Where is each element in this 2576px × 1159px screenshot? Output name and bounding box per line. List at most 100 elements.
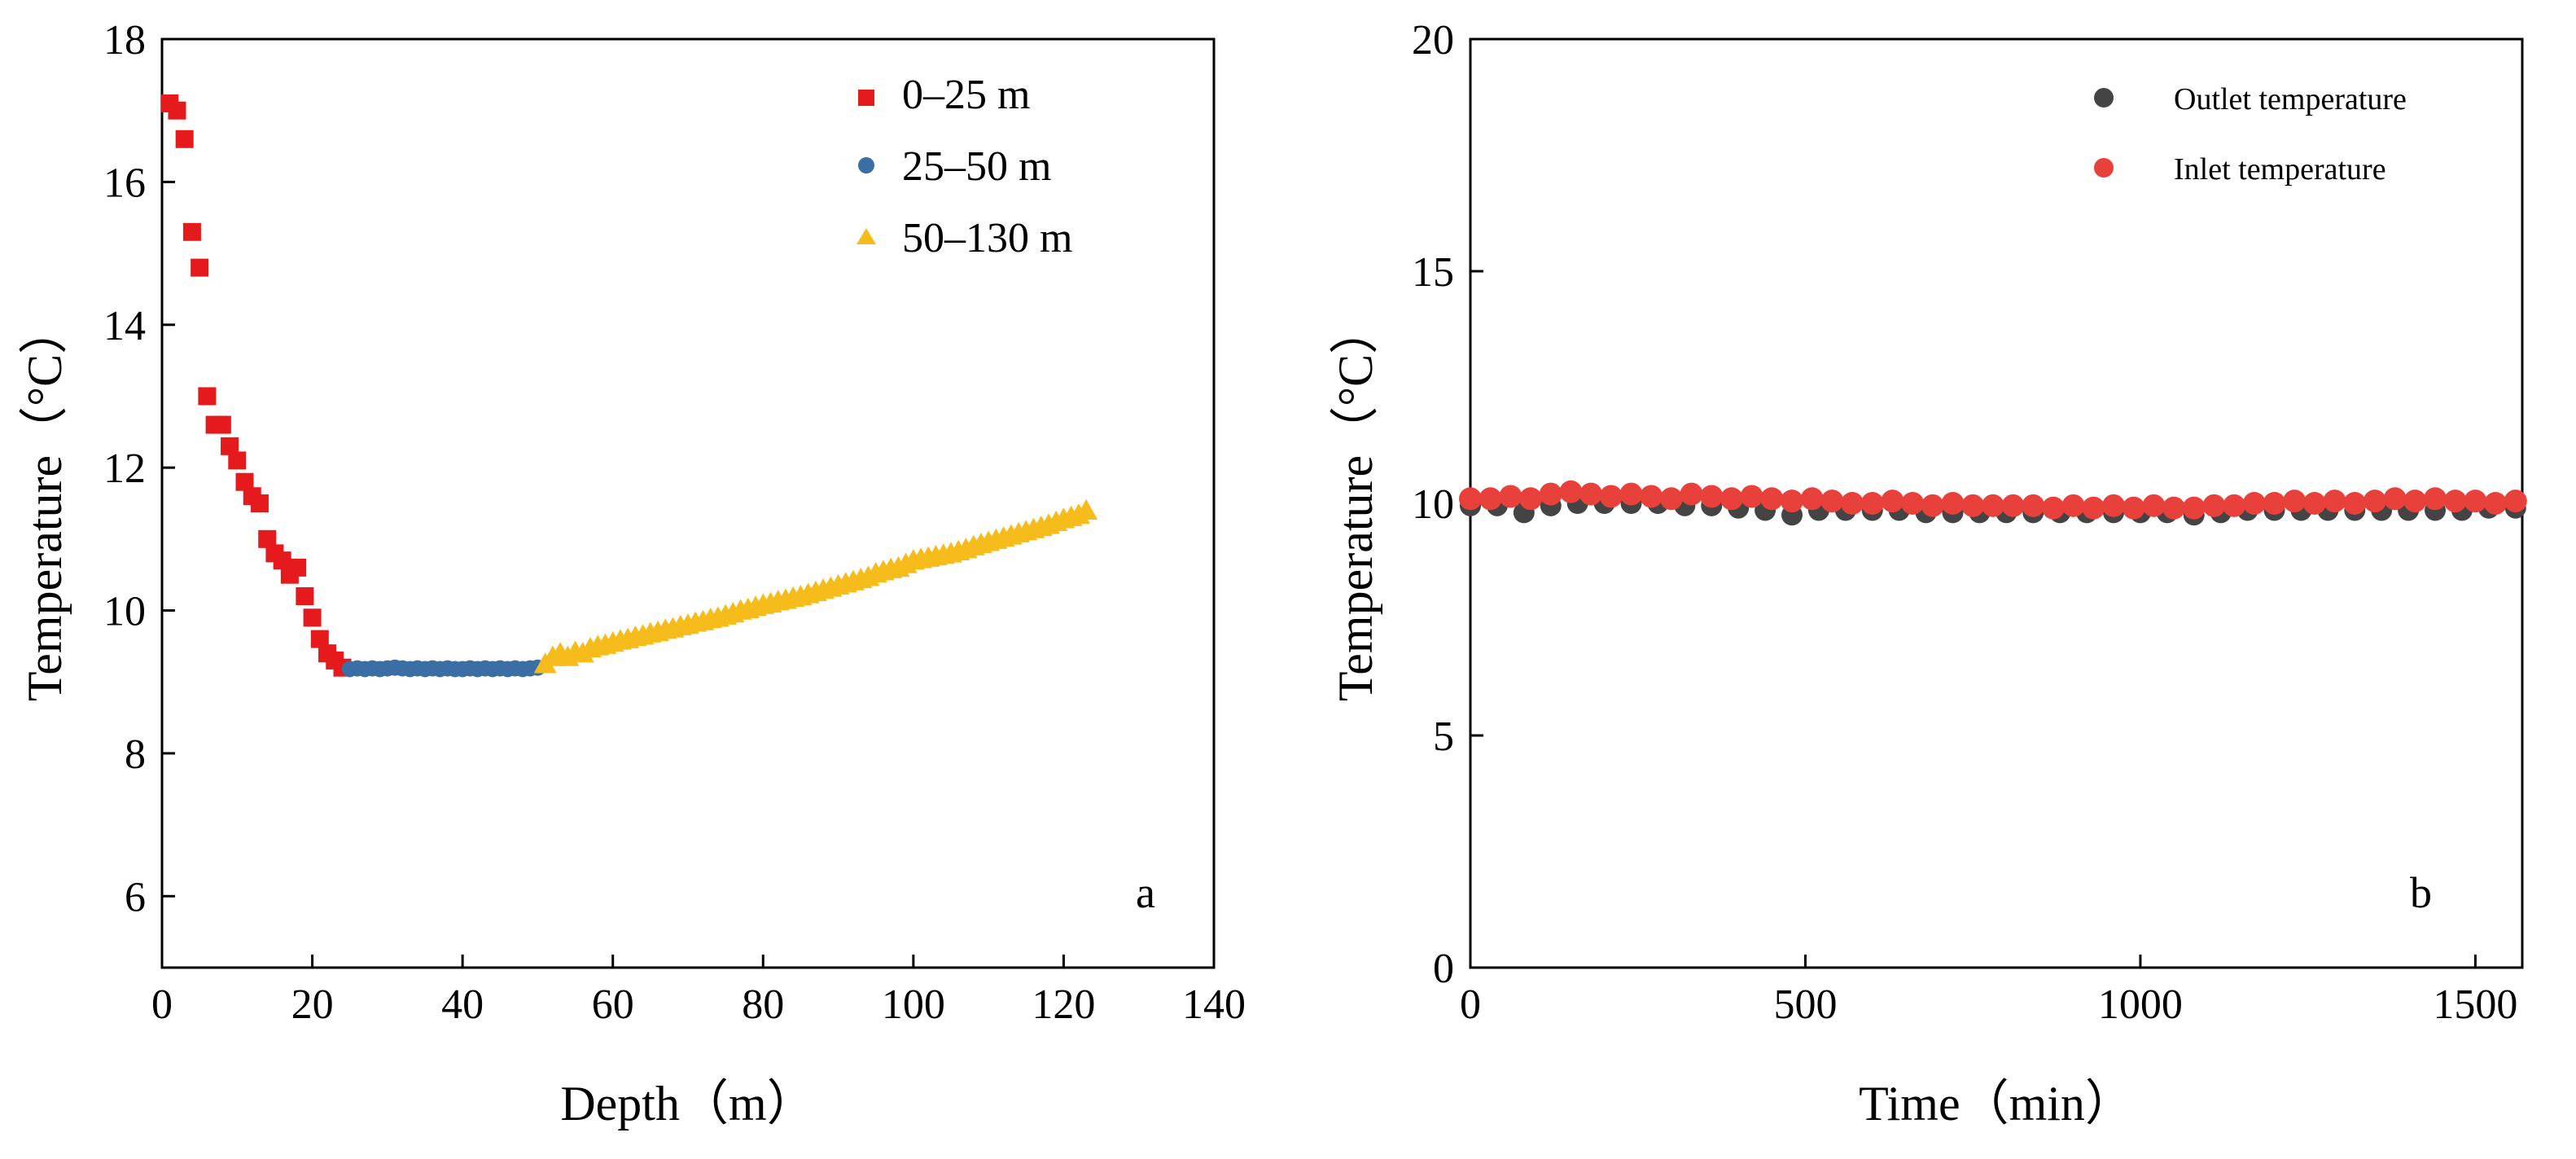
data-point: [2122, 496, 2145, 520]
panel-b-y-axis-label: Temperature（°C）: [1329, 305, 1382, 701]
data-point: [1981, 494, 2004, 517]
data-point: [250, 494, 269, 512]
data-point: [2082, 496, 2105, 520]
data-point: [2403, 490, 2427, 513]
data-point: [2363, 490, 2386, 513]
data-point: [1599, 485, 1623, 508]
data-point: [1619, 482, 1643, 506]
y-tick-label: 14: [103, 303, 146, 349]
y-tick-label: 10: [103, 589, 146, 635]
data-point: [2102, 494, 2126, 517]
data-point: [303, 608, 322, 627]
data-point: [2142, 494, 2166, 517]
data-point: [1700, 485, 1724, 508]
data-point: [1640, 485, 1663, 508]
data-point: [1760, 487, 1784, 511]
data-point: [1961, 494, 1985, 517]
panel-b-ticks: 0 500 1000 1500 0 5 10 15 20: [1412, 17, 2517, 1028]
data-point: [2223, 494, 2246, 517]
x-tick-label: 1500: [2433, 981, 2517, 1028]
data-point: [1800, 487, 1824, 511]
data-point: [2242, 492, 2266, 515]
x-tick-label: 1000: [2098, 981, 2183, 1028]
panel-a-data-points: [160, 94, 1098, 678]
y-tick-label: 10: [1412, 481, 1454, 528]
data-point: [2202, 494, 2226, 517]
data-point: [221, 437, 239, 455]
data-point: [168, 101, 186, 120]
legend-b-1-label: Inlet temperature: [2174, 152, 2386, 187]
y-tick-label: 12: [103, 446, 146, 492]
data-point: [288, 558, 307, 577]
y-tick-label: 0: [1433, 946, 1454, 992]
data-point: [1579, 482, 1603, 506]
data-point: [1479, 487, 1502, 511]
panel-a-plot-frame: [160, 37, 1216, 969]
data-point: [1820, 490, 1844, 513]
legend-b-0-label: Outlet temperature: [2174, 82, 2407, 116]
data-point: [175, 130, 194, 148]
data-point: [1659, 487, 1683, 511]
data-point: [273, 551, 291, 570]
panel-b-legend: Outlet temperature Inlet temperature: [2094, 82, 2407, 187]
data-point: [235, 472, 254, 491]
data-point: [2504, 490, 2527, 513]
x-tick-label: 80: [742, 981, 784, 1028]
legend-a-0-marker: [858, 90, 874, 106]
legend-b-0-marker: [2094, 88, 2114, 108]
data-point: [2162, 496, 2186, 520]
x-tick-label: 20: [291, 981, 334, 1028]
data-point: [1680, 482, 1703, 506]
y-tick-label: 16: [103, 160, 146, 206]
data-point: [1901, 492, 1925, 515]
data-point: [1559, 480, 1583, 503]
data-point: [2022, 494, 2045, 517]
data-point: [1499, 485, 1522, 508]
data-point: [228, 451, 247, 470]
data-point: [1921, 494, 1944, 517]
panel-a-label: a: [1136, 868, 1155, 917]
data-point: [1860, 492, 1884, 515]
data-point: [2061, 494, 2085, 517]
x-tick-label: 40: [441, 981, 484, 1028]
data-point: [258, 529, 277, 548]
data-point: [2041, 496, 2065, 520]
panel-b-label: b: [2410, 868, 2432, 917]
data-point: [1841, 492, 1864, 515]
panel-a-legend: 0–25 m 25–50 m 50–130 m: [856, 72, 1072, 261]
data-point: [2484, 492, 2508, 515]
x-tick-label: 60: [592, 981, 634, 1028]
data-point: [1720, 487, 1743, 511]
legend-a-2-label: 50–130 m: [902, 215, 1072, 261]
data-point: [2383, 487, 2407, 511]
y-tick-label: 18: [103, 17, 146, 64]
y-tick-label: 8: [125, 731, 146, 778]
legend-b-1-marker: [2094, 158, 2114, 178]
data-point: [2263, 492, 2286, 515]
data-point: [1459, 487, 1482, 511]
panel-b: 0 500 1000 1500 0 5 10 15 20 Outlet temperature …: [1329, 17, 2527, 1130]
legend-a-1-label: 25–50 m: [902, 143, 1051, 190]
legend-a-2-marker: [856, 228, 876, 244]
data-point: [2424, 487, 2447, 511]
x-tick-label: 0: [1460, 981, 1481, 1028]
data-point: [1881, 490, 1904, 513]
x-tick-label: 120: [1032, 981, 1095, 1028]
y-tick-label: 15: [1412, 249, 1454, 296]
x-tick-label: 0: [151, 981, 173, 1028]
y-tick-label: 5: [1433, 713, 1454, 760]
data-point: [2323, 490, 2346, 513]
data-point: [1941, 492, 1965, 515]
panel-a-y-axis-label: Temperature（°C）: [18, 305, 72, 701]
data-point: [1539, 482, 1562, 506]
data-point: [2283, 490, 2307, 513]
x-tick-label: 500: [1773, 981, 1837, 1028]
panel-a-ticks: 0 20 40 60 80 100 120 140 6 8 10 12 14 16 18: [103, 17, 1246, 1028]
data-point: [2443, 490, 2467, 513]
data-point: [1075, 498, 1098, 520]
data-point: [310, 630, 329, 648]
panel-a: 0 20 40 60 80 100 120 140 6 8 10 12 14 16 18 0–25 m 25…: [18, 17, 1246, 1130]
panel-a-x-axis-label: Depth（m）: [560, 1077, 815, 1130]
panel-b-x-axis-label: Time（min）: [1859, 1077, 2134, 1130]
